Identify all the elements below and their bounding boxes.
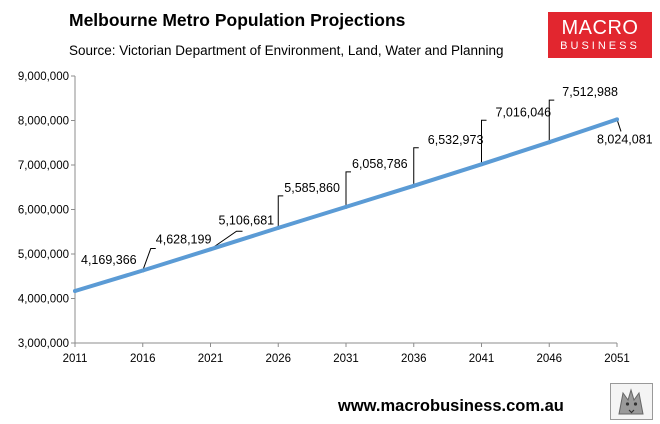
x-tick-label: 2031 (333, 353, 359, 365)
y-tick-label: 6,000,000 (18, 205, 69, 217)
y-tick-label: 5,000,000 (18, 249, 69, 261)
data-label: 7,016,046 (496, 105, 552, 119)
logo-line-2: BUSINESS (560, 40, 640, 52)
x-tick-label: 2051 (604, 353, 630, 365)
x-tick-label: 2011 (63, 353, 88, 365)
data-label: 5,106,681 (219, 213, 275, 227)
data-label: 4,169,366 (81, 253, 137, 267)
data-point (140, 268, 145, 273)
y-tick-label: 4,000,000 (18, 294, 69, 306)
wolf-icon (610, 383, 653, 420)
data-label-leader (345, 171, 351, 207)
data-point (547, 140, 552, 145)
y-tick-label: 9,000,000 (18, 71, 69, 83)
chart-axes: 3,000,000 4,000,000 5,000,000 6,000,000 7,00… (18, 71, 630, 365)
x-tick-label: 2041 (469, 353, 495, 365)
data-point (344, 204, 348, 209)
website-url[interactable]: www.macrobusiness.com.au (338, 397, 564, 415)
chart-title: Melbourne Metro Population Projections (69, 10, 406, 30)
data-label-leader (142, 248, 156, 271)
data-label: 5,585,860 (284, 181, 340, 195)
x-tick-label: 2036 (401, 353, 427, 365)
data-label-leader (413, 147, 419, 186)
data-label-leader (616, 119, 622, 132)
data-label: 7,512,988 (562, 85, 618, 99)
macro-business-logo: MACRO BUSINESS (548, 12, 652, 58)
data-label-leader (548, 99, 555, 143)
chart-source: Source: Victorian Department of Environm… (69, 43, 504, 58)
data-label-leader (481, 119, 487, 165)
data-label-leaders (142, 99, 622, 271)
x-tick-label: 2026 (265, 353, 291, 365)
logo-line-1: MACRO (561, 17, 639, 39)
data-label: 4,628,199 (156, 233, 212, 247)
data-point (615, 117, 619, 122)
data-point (411, 183, 416, 188)
data-point (208, 247, 213, 252)
y-tick-label: 8,000,000 (18, 116, 69, 128)
data-point (479, 162, 484, 167)
x-tick-label: 2046 (536, 353, 562, 365)
data-label: 6,058,786 (352, 157, 408, 171)
x-tick-label: 2021 (198, 353, 224, 365)
data-label: 6,532,973 (428, 133, 484, 147)
data-point (276, 225, 281, 230)
y-tick-label: 3,000,000 (18, 338, 69, 350)
data-point (73, 289, 77, 293)
data-label-leader (210, 230, 243, 250)
y-tick-label: 7,000,000 (18, 160, 69, 172)
data-label-leader (277, 195, 284, 228)
data-labels: 4,169,366 4,628,199 5,106,681 5,585,860 6,05… (81, 85, 653, 267)
series-layer (73, 117, 619, 293)
x-tick-label: 2016 (130, 353, 156, 365)
data-label: 8,024,081 (597, 132, 653, 146)
